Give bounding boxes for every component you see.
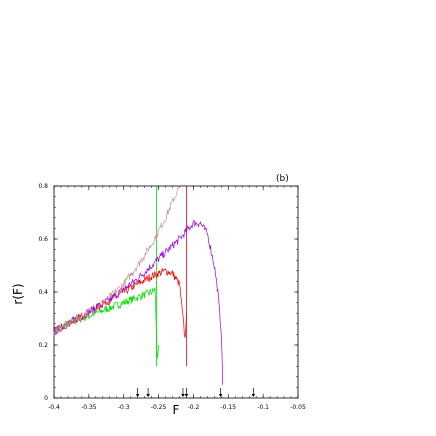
x-tick-label: -0.25 bbox=[151, 404, 167, 411]
x-tick-label: -0.4 bbox=[48, 404, 60, 411]
y-tick-label: 0 bbox=[44, 395, 48, 402]
series-0 bbox=[53, 186, 159, 367]
panel-label: (b) bbox=[276, 174, 289, 184]
series-3 bbox=[53, 185, 180, 335]
series-line bbox=[53, 185, 180, 335]
arrow-marker-head bbox=[218, 394, 223, 397]
x-axis-title: F bbox=[173, 403, 180, 417]
series-layer bbox=[53, 185, 224, 385]
arrow-marker-head bbox=[251, 394, 256, 397]
arrow-marker-head bbox=[184, 394, 189, 397]
series-2 bbox=[53, 219, 224, 385]
y-axis-title: r(F) bbox=[11, 283, 25, 304]
tick-labels: -0.4 -0.35 -0.3 -0.25 -0.2 -0.15 -0.1 -0.05 0 0.2… bbox=[38, 183, 305, 411]
arrow-marker-head bbox=[146, 394, 150, 397]
series-line bbox=[53, 219, 224, 385]
x-tick-label: -0.05 bbox=[290, 404, 306, 411]
x-tick-label: -0.35 bbox=[81, 404, 97, 411]
series-line bbox=[53, 268, 187, 339]
y-tick-label: 0.4 bbox=[38, 289, 48, 296]
plot-frame bbox=[53, 185, 299, 399]
y-tick-label: 0.6 bbox=[38, 236, 48, 243]
x-tick-label: -0.2 bbox=[188, 404, 200, 411]
y-tick-label: 0.2 bbox=[38, 342, 48, 349]
x-tick-label: -0.1 bbox=[257, 404, 269, 411]
x-tick-label: -0.3 bbox=[118, 404, 130, 411]
ticks bbox=[53, 185, 299, 399]
arrow-marker-head bbox=[135, 394, 140, 397]
y-tick-label: 0.8 bbox=[38, 183, 48, 190]
arrow-marker-head bbox=[181, 394, 185, 397]
series-1 bbox=[53, 186, 187, 367]
arrow-markers bbox=[135, 388, 256, 397]
x-tick-label: -0.15 bbox=[221, 404, 237, 411]
